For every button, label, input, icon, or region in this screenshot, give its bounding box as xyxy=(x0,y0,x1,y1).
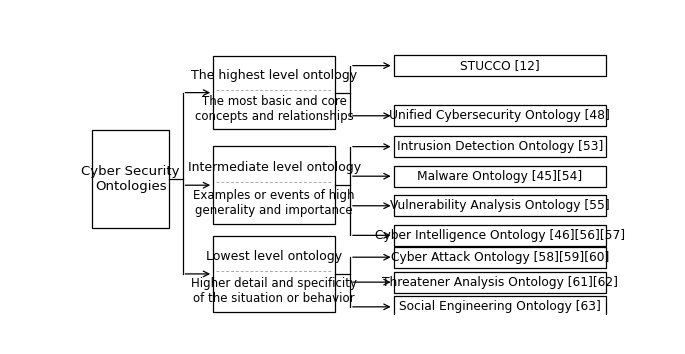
FancyBboxPatch shape xyxy=(393,247,606,268)
Text: Vulnerability Analysis Ontology [55]: Vulnerability Analysis Ontology [55] xyxy=(390,199,610,212)
Text: STUCCO [12]: STUCCO [12] xyxy=(460,59,540,72)
Text: Intermediate level ontology: Intermediate level ontology xyxy=(188,161,360,174)
Text: The most basic and core
concepts and relationships: The most basic and core concepts and rel… xyxy=(195,96,353,124)
FancyBboxPatch shape xyxy=(393,296,606,318)
Text: Cyber Intelligence Ontology [46][56][57]: Cyber Intelligence Ontology [46][56][57] xyxy=(375,229,625,242)
FancyBboxPatch shape xyxy=(393,272,606,293)
FancyBboxPatch shape xyxy=(393,136,606,157)
Text: Threatener Analysis Ontology [61][62]: Threatener Analysis Ontology [61][62] xyxy=(382,276,618,289)
FancyBboxPatch shape xyxy=(213,146,335,224)
Text: Lowest level ontology: Lowest level ontology xyxy=(206,250,342,263)
FancyBboxPatch shape xyxy=(213,236,335,312)
Text: Unified Cybersecurity Ontology [48]: Unified Cybersecurity Ontology [48] xyxy=(389,109,610,122)
Text: Social Engineering Ontology [63]: Social Engineering Ontology [63] xyxy=(399,300,601,313)
FancyBboxPatch shape xyxy=(92,130,169,228)
FancyBboxPatch shape xyxy=(213,56,335,129)
FancyBboxPatch shape xyxy=(393,225,606,246)
Text: Malware Ontology [45][54]: Malware Ontology [45][54] xyxy=(417,170,582,183)
Text: Higher detail and specificity
of the situation or behavior: Higher detail and specificity of the sit… xyxy=(191,278,357,306)
Text: The highest level ontology: The highest level ontology xyxy=(191,69,357,82)
FancyBboxPatch shape xyxy=(393,166,606,187)
FancyBboxPatch shape xyxy=(393,195,606,216)
Text: Examples or events of high
generality and importance: Examples or events of high generality an… xyxy=(193,189,355,217)
Text: Intrusion Detection Ontology [53]: Intrusion Detection Ontology [53] xyxy=(397,140,603,153)
Text: Cyber Attack Ontology [58][59][60]: Cyber Attack Ontology [58][59][60] xyxy=(390,251,609,264)
FancyBboxPatch shape xyxy=(393,105,606,126)
Text: Cyber Security
Ontologies: Cyber Security Ontologies xyxy=(82,165,180,193)
FancyBboxPatch shape xyxy=(393,55,606,76)
